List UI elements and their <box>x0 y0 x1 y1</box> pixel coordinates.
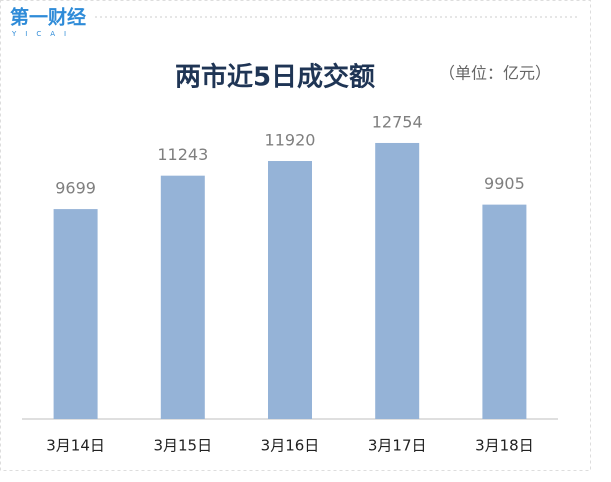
logo-name: 第一财经 <box>10 6 86 29</box>
value-label: 9905 <box>484 174 525 193</box>
value-label: 9699 <box>55 179 96 198</box>
bar <box>160 175 205 419</box>
x-tick-label: 3月16日 <box>261 437 320 455</box>
logo-sub: YICAI <box>11 30 75 38</box>
x-tick-label: 3月17日 <box>368 437 427 455</box>
value-label: 11920 <box>265 131 316 150</box>
value-label: 11243 <box>157 145 208 164</box>
bar <box>53 209 98 419</box>
chart-subtitle: （单位：亿元） <box>439 64 551 83</box>
chart-title: 两市近5日成交额 <box>175 62 375 93</box>
bar <box>375 142 420 420</box>
x-tick-label: 3月14日 <box>46 437 105 455</box>
x-tick-label: 3月18日 <box>475 437 534 455</box>
bar <box>268 161 312 419</box>
frame <box>0 0 591 471</box>
value-label: 12754 <box>372 112 423 131</box>
bar <box>482 204 527 419</box>
x-tick-label: 3月15日 <box>153 437 212 455</box>
